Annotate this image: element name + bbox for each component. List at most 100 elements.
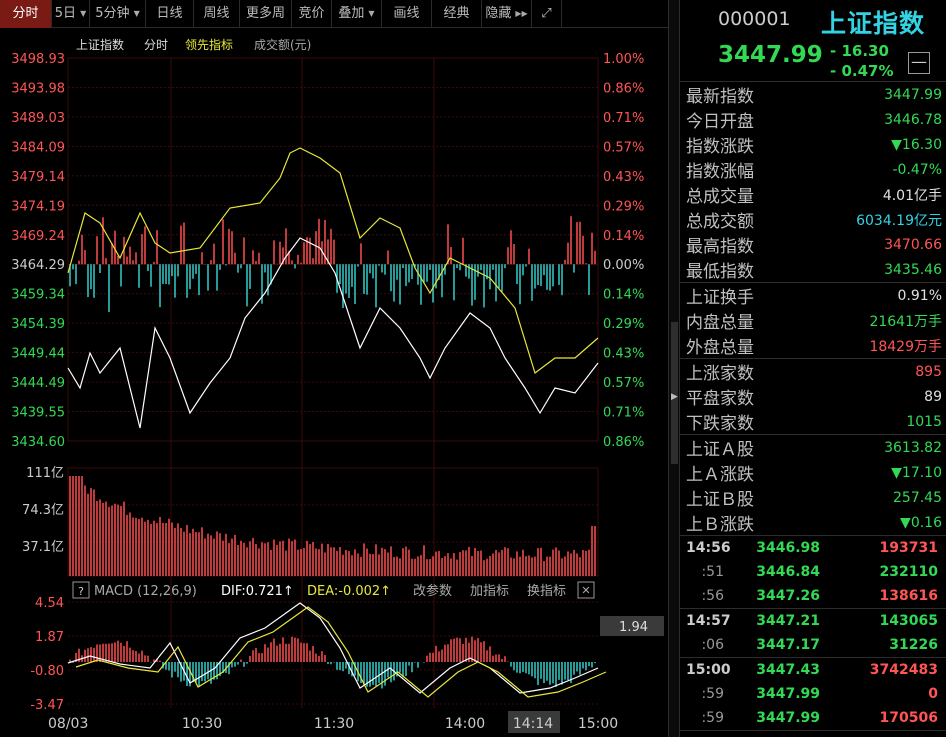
tick-row: :56 3447.26 138616 (680, 584, 946, 608)
help-icon (72, 581, 90, 599)
stat-row: 外盘总量 18429万手 (680, 333, 946, 358)
tick-volume: 143065 (879, 613, 938, 629)
macd-tick: 1.87 (35, 630, 64, 645)
time-tick: 08/03 (48, 716, 88, 732)
stat-label: 最新指数 (686, 87, 754, 107)
pct-tick: 0.29% (603, 317, 644, 332)
price-tick: 3454.39 (11, 317, 65, 332)
collapse-button[interactable]: — (908, 52, 930, 74)
toolbar-item-3[interactable]: 日线 (146, 0, 194, 28)
stat-label: 内盘总量 (686, 313, 754, 333)
stat-value: ▼17.10 (891, 464, 942, 481)
macd-dea: DEA:-0.002↑ (307, 584, 391, 599)
tick-group: 15:00 3447.43 3742483:59 3447.99 0:59 3447.99… (680, 658, 946, 731)
pct-tick: 0.14% (603, 229, 644, 244)
stat-row: 内盘总量 21641万手 (680, 308, 946, 333)
price-tick: 3439.55 (11, 406, 65, 421)
quote-header: 000001 上证指数 3447.99 - 16.30 - 0.47% — (680, 0, 946, 82)
pct-tick: 0.43% (603, 170, 644, 185)
toolbar-item-label: 5日 (54, 6, 77, 21)
security-name: 上证指数 (821, 9, 926, 38)
toolbar-item-8[interactable]: 画线 (382, 0, 432, 28)
tick-row: :59 3447.99 0 (680, 682, 946, 706)
tick-price: 3447.43 (756, 662, 820, 678)
stat-row: 最高指数 3470.66 (680, 232, 946, 258)
stat-value: 0.91% (897, 287, 942, 304)
tick-price: 3447.99 (756, 710, 820, 726)
tick-price: 3446.84 (756, 564, 820, 580)
stats-group: 最新指数 3447.99 今日开盘 3446.78 指数涨跌 ▼16.30 指数涨幅 -0.4… (680, 82, 946, 283)
toolbar-item-label: 隐藏 (485, 6, 512, 21)
toolbar-item-0[interactable]: 分时 (0, 0, 52, 28)
pct-tick: 0.29% (603, 199, 644, 214)
intraday-chart[interactable]: 3498.93 1.00% 3493.98 0.86% 3489.03 0.71% 3484… (0, 28, 668, 737)
tick-time: :59 (701, 686, 724, 702)
price-tick: 3469.24 (11, 229, 65, 244)
toolbar-item-4[interactable]: 周线 (194, 0, 240, 28)
tick-price: 3447.17 (756, 637, 820, 653)
stat-label: 总成交额 (686, 212, 754, 232)
stat-label: 上证Ａ股 (686, 440, 754, 460)
change-value: - 16.30 (830, 42, 889, 60)
toolbar-item-label: 5分钟 (95, 6, 130, 21)
legend-mode: 分时 (144, 38, 168, 52)
pct-tick: 1.00% (603, 52, 644, 67)
tick-list: 14:56 3446.98 193731:51 3446.84 232110:56 344… (680, 536, 946, 731)
panel-splitter[interactable]: ▶ (668, 0, 680, 737)
toolbar-item-1[interactable]: 5日 ▼ (52, 0, 90, 28)
toolbar-item-2[interactable]: 5分钟 ▼ (90, 0, 146, 28)
macd-value: 1.94 (619, 620, 648, 635)
collapse-icon[interactable]: ▶ (671, 392, 678, 402)
macd-tick: 4.54 (35, 596, 64, 611)
stat-row: 总成交量 4.01亿手 (680, 182, 946, 207)
tick-row: 14:56 3446.98 193731 (680, 536, 946, 560)
toolbar-item-6[interactable]: 竞价 (292, 0, 332, 28)
stat-label: 今日开盘 (686, 112, 754, 132)
stats-group: 上证Ａ股 3613.82 上Ａ涨跌 ▼17.10 上证Ｂ股 257.45 上Ｂ涨跌 ▼0.16 (680, 435, 946, 536)
splitter-handle[interactable] (671, 322, 678, 464)
stat-row: 最新指数 3447.99 (680, 82, 946, 108)
time-tick: 15:00 (578, 716, 618, 732)
pct-tick: 0.86% (603, 81, 644, 96)
tick-time: :51 (701, 564, 724, 580)
stat-value: 6034.19亿元 (856, 212, 942, 229)
toolbar-item-7[interactable]: 叠加 ▼ (332, 0, 382, 28)
pct-tick: 0.86% (603, 435, 644, 450)
toolbar-item-label: 日线 (156, 6, 183, 21)
macd-close-button (577, 581, 595, 599)
stat-row: 上证换手 0.91% (680, 283, 946, 309)
legend-leading: 领先指标 (185, 37, 233, 52)
stat-value: -0.47% (892, 161, 942, 178)
stat-value: 4.01亿手 (882, 187, 942, 204)
fullscreen-icon[interactable]: ⤢ (532, 0, 562, 28)
stat-label: 最高指数 (686, 237, 754, 257)
pct-tick: 0.71% (603, 111, 644, 126)
tick-row: :59 3447.99 170506 (680, 706, 946, 730)
stat-row: 上Ａ涨跌 ▼17.10 (680, 460, 946, 486)
macd-dea-line (75, 606, 607, 698)
tick-volume: 31226 (889, 637, 938, 653)
price-tick: 3449.44 (11, 347, 65, 362)
tick-row: :06 3447.17 31226 (680, 633, 946, 657)
stat-row: 上涨家数 895 (680, 359, 946, 385)
stat-label: 上涨家数 (686, 364, 754, 384)
stat-value: 18429万手 (869, 338, 942, 355)
toolbar-item-5[interactable]: 更多周 (240, 0, 292, 28)
expand-icon: ▶▶ (515, 9, 528, 18)
tick-volume: 0 (928, 686, 938, 702)
stat-label: 外盘总量 (686, 338, 754, 358)
tick-price: 3447.26 (756, 588, 820, 604)
volume-tick: 37.1亿 (22, 540, 64, 555)
stat-row: 最低指数 3435.46 (680, 257, 946, 283)
stat-value: 3435.46 (884, 261, 942, 278)
tick-price: 3447.99 (756, 686, 820, 702)
stat-label: 指数涨幅 (686, 162, 754, 182)
stat-label: 上Ａ涨跌 (686, 465, 754, 485)
toolbar-item-10[interactable]: 隐藏 ▶▶ (482, 0, 532, 28)
pct-tick: 0.14% (603, 288, 644, 303)
stat-label: 指数涨跌 (686, 137, 754, 157)
toolbar-item-9[interactable]: 经典 (432, 0, 482, 28)
macd-tick: -3.47 (30, 698, 64, 713)
time-tick: 10:30 (182, 716, 222, 732)
